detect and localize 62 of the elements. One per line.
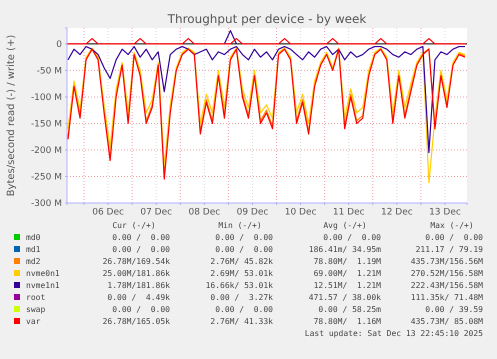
legend-label: nvme1n1 — [26, 281, 60, 290]
text: 111.35k/ 71.48M — [410, 293, 484, 302]
text: 186.41m/ 34.95m — [308, 245, 382, 254]
legend-label: var — [26, 317, 41, 326]
text: 270.52M/156.58M — [410, 269, 484, 278]
text: 0.00 / 0.00 — [215, 245, 274, 254]
legend-label: md1 — [26, 245, 41, 254]
text: 0.00 / 0.00 — [112, 245, 170, 254]
text: 471.57 / 38.00k — [308, 293, 382, 302]
y-tick-label: 0 — [56, 40, 62, 50]
text: Last update: Sat Dec 13 22:45:10 2025 — [304, 329, 484, 338]
y-tick-label: -250 M — [30, 172, 62, 182]
text: 0.00 / 0.00 — [323, 233, 382, 242]
x-tick-label: 08 Dec — [188, 207, 220, 218]
text: Cur (-/+) — [112, 221, 156, 230]
text: 26.78M/169.54k — [102, 257, 170, 266]
x-tick-label: 10 Dec — [284, 207, 316, 218]
text: 222.43M/156.58M — [410, 281, 484, 290]
text: 78.80M/ 1.16M — [314, 317, 382, 326]
legend-label: nvme0n1 — [26, 269, 60, 278]
text: 2.76M/ 45.82k — [210, 257, 274, 266]
y-tick-label: -200 M — [30, 146, 62, 156]
text: 435.73M/ 85.08M — [410, 317, 484, 326]
y-tick-label: -50 M — [36, 66, 62, 76]
y-tick-label: -300 M — [30, 198, 62, 209]
text: 69.00M/ 1.21M — [314, 269, 382, 278]
text: 0.00 / 58.25m — [318, 305, 382, 314]
text: 0.00 / 0.00 — [425, 233, 484, 242]
x-tick-label: 11 Dec — [332, 207, 365, 218]
x-tick-label: 13 Dec — [429, 207, 461, 218]
text: 2.69M/ 53.01k — [210, 269, 274, 278]
x-tick-label: 12 Dec — [380, 207, 413, 218]
text: Min (-/+) — [218, 221, 262, 230]
y-tick-label: -150 M — [30, 119, 62, 130]
legend-label: root — [26, 293, 46, 302]
text: 0.00 / 0.00 — [215, 233, 274, 242]
text: 78.80M/ 1.19M — [314, 257, 382, 266]
legend-label: md2 — [26, 257, 41, 266]
text: Max (-/+) — [430, 221, 474, 230]
x-tick-label: 07 Dec — [140, 207, 172, 218]
text: 12.51M/ 1.21M — [314, 281, 382, 290]
text: 25.00M/181.86k — [102, 269, 170, 278]
text: 2.76M/ 41.33k — [210, 317, 274, 326]
y-tick-label: -100 M — [30, 92, 62, 103]
text: 435.73M/156.56M — [410, 257, 484, 266]
text: 16.66k/ 53.01k — [206, 281, 274, 290]
chart-title: Throughput per device - by week — [166, 12, 366, 26]
text: 211.17 / 79.19 — [416, 245, 484, 254]
text: 0.00 / 3.27k — [210, 293, 274, 302]
legend-label: swap — [26, 305, 46, 314]
text: 26.78M/165.05k — [102, 317, 170, 326]
x-tick-label: 06 Dec — [92, 207, 124, 218]
text: 0.00 / 4.49k — [107, 293, 170, 302]
text: 0.00 / 39.59 — [425, 305, 484, 314]
y-axis-title: Bytes/second read (-) / write (+) — [6, 34, 17, 196]
x-tick-label: 09 Dec — [236, 207, 268, 218]
text: Avg (-/+) — [323, 221, 367, 230]
text: 1.78M/181.86k — [107, 281, 170, 290]
text: 0.00 / 0.00 — [112, 233, 170, 242]
text: 0.00 / 0.00 — [112, 305, 170, 314]
text: 0.00 / 0.00 — [215, 305, 274, 314]
legend-label: md0 — [26, 233, 41, 242]
